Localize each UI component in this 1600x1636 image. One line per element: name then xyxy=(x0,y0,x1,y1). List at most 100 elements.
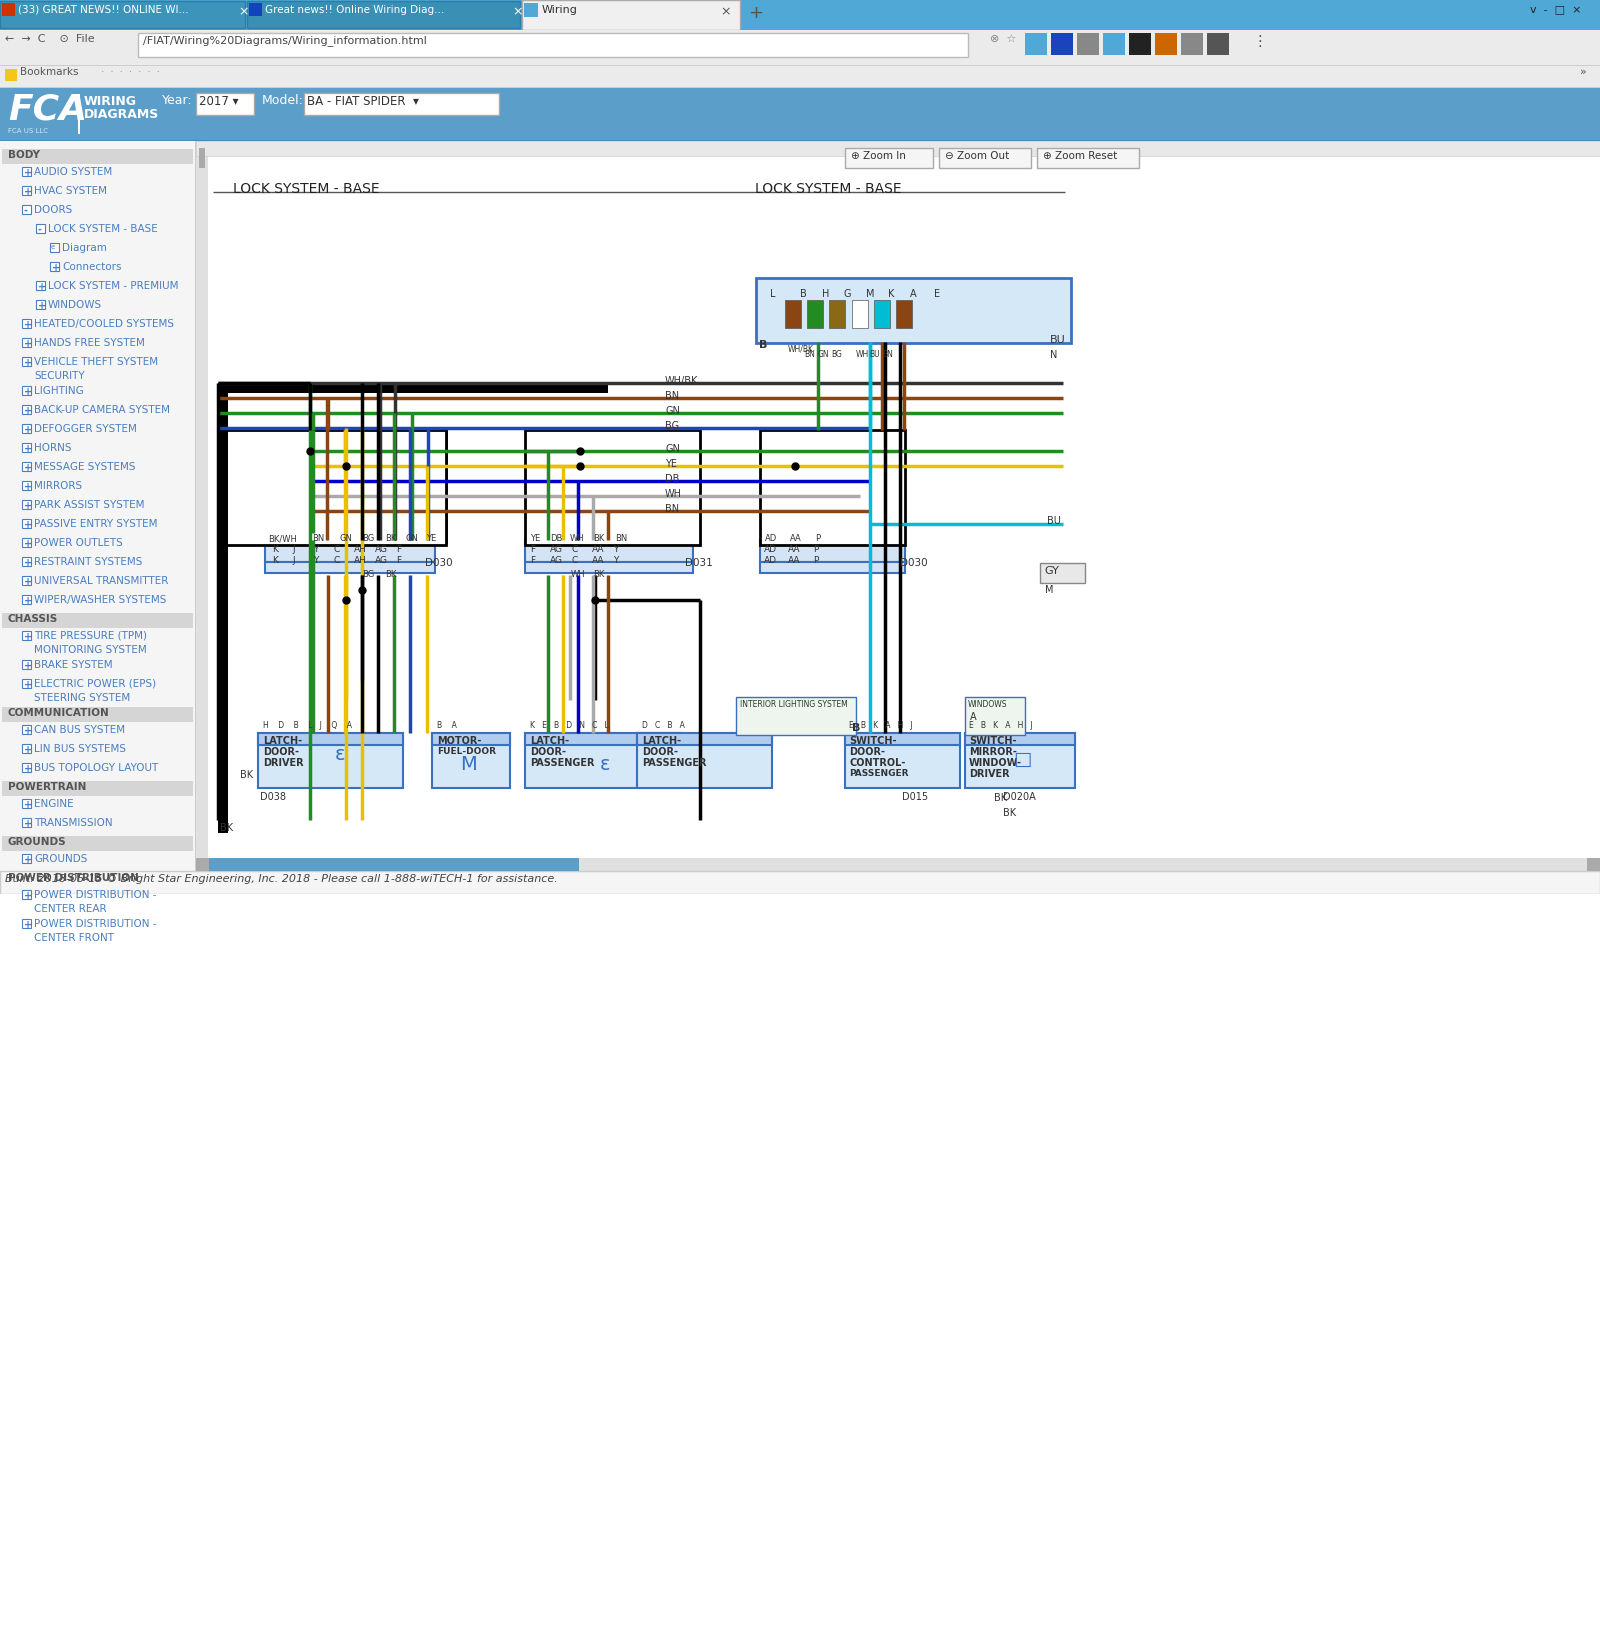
Text: D030: D030 xyxy=(426,558,453,568)
Text: Great news!! Online Wiring Diag...: Great news!! Online Wiring Diag... xyxy=(266,5,445,15)
Text: K: K xyxy=(272,545,278,555)
Text: D   C   B   A: D C B A xyxy=(642,721,685,730)
Text: G: G xyxy=(845,290,851,299)
Text: +: + xyxy=(24,578,32,587)
Text: GN: GN xyxy=(666,406,680,416)
Text: H: H xyxy=(822,290,829,299)
Text: J: J xyxy=(291,556,294,564)
Text: +: + xyxy=(24,820,32,829)
Bar xyxy=(22,167,30,177)
Bar xyxy=(965,733,1075,744)
Bar xyxy=(874,299,890,327)
Text: BU: BU xyxy=(869,350,880,358)
Text: BG: BG xyxy=(362,569,374,579)
Text: BU: BU xyxy=(1046,515,1061,527)
Bar xyxy=(50,244,59,252)
Text: LATCH-: LATCH- xyxy=(530,736,570,746)
Text: POWER DISTRIBUTION -: POWER DISTRIBUTION - xyxy=(34,890,157,900)
Bar xyxy=(304,93,499,115)
Bar xyxy=(2,836,194,851)
Text: M: M xyxy=(866,290,875,299)
Text: CAN BUS SYSTEM: CAN BUS SYSTEM xyxy=(34,725,125,735)
Bar xyxy=(0,870,1600,893)
Text: Y: Y xyxy=(613,545,618,555)
Text: ⊖ Zoom Out: ⊖ Zoom Out xyxy=(946,151,1010,160)
Text: GN: GN xyxy=(339,533,354,543)
Bar xyxy=(896,299,912,327)
Text: C: C xyxy=(571,545,578,555)
Text: B: B xyxy=(800,290,806,299)
Text: WH: WH xyxy=(666,489,682,499)
Bar xyxy=(22,538,30,546)
Text: BK: BK xyxy=(240,771,253,780)
Text: PASSENGER: PASSENGER xyxy=(642,757,707,767)
Text: LIGHTING: LIGHTING xyxy=(34,386,83,396)
Bar xyxy=(2,707,194,721)
Text: GROUNDS: GROUNDS xyxy=(8,838,67,847)
Text: D015: D015 xyxy=(902,792,928,802)
Text: BK: BK xyxy=(386,533,397,543)
Bar xyxy=(198,147,205,169)
Text: FCA: FCA xyxy=(8,92,86,126)
Bar xyxy=(22,576,30,586)
Bar xyxy=(218,383,608,393)
Bar xyxy=(22,679,30,689)
Bar xyxy=(22,744,30,753)
Text: Diagram: Diagram xyxy=(62,244,107,254)
Bar xyxy=(786,299,802,327)
Text: A: A xyxy=(910,290,917,299)
Text: -: - xyxy=(24,206,29,216)
Text: BK: BK xyxy=(994,793,1006,803)
Text: BG: BG xyxy=(830,350,842,358)
Bar xyxy=(22,890,30,900)
Bar xyxy=(218,430,446,542)
Text: /FIAT/Wiring%20Diagrams/Wiring_information.html: /FIAT/Wiring%20Diagrams/Wiring_informati… xyxy=(142,34,427,46)
Text: J: J xyxy=(291,545,294,555)
Text: +: + xyxy=(24,800,32,810)
Text: K: K xyxy=(888,290,894,299)
Bar xyxy=(22,187,30,195)
Text: WIRING: WIRING xyxy=(83,95,138,108)
Text: LOCK SYSTEM - BASE: LOCK SYSTEM - BASE xyxy=(234,182,379,196)
Text: +: + xyxy=(38,281,46,291)
Bar xyxy=(0,141,1600,870)
Text: DB: DB xyxy=(666,474,680,484)
Text: F: F xyxy=(397,545,402,555)
Text: K   E   B   D   N   C   L: K E B D N C L xyxy=(530,721,608,730)
Text: LIN BUS SYSTEMS: LIN BUS SYSTEMS xyxy=(34,744,126,754)
Bar xyxy=(210,857,579,870)
Bar xyxy=(78,93,80,134)
Bar xyxy=(760,430,906,545)
Bar xyxy=(138,33,968,57)
Text: 2017 ▾: 2017 ▾ xyxy=(198,95,238,108)
Text: HANDS FREE SYSTEM: HANDS FREE SYSTEM xyxy=(34,339,146,348)
Bar xyxy=(939,147,1030,169)
Bar xyxy=(637,733,771,744)
Bar xyxy=(22,854,30,864)
Text: MOTOR-: MOTOR- xyxy=(437,736,482,746)
Text: ×: × xyxy=(512,5,523,18)
Text: e: e xyxy=(51,244,56,250)
Text: BG: BG xyxy=(362,533,374,543)
Text: ⋮: ⋮ xyxy=(1243,34,1267,49)
Bar xyxy=(522,0,739,29)
Text: GY: GY xyxy=(1043,566,1059,576)
Bar xyxy=(525,563,693,573)
Text: (33) GREAT NEWS!! ONLINE WI...: (33) GREAT NEWS!! ONLINE WI... xyxy=(18,5,189,15)
Text: ε: ε xyxy=(600,754,611,774)
Text: Connectors: Connectors xyxy=(62,262,122,272)
Text: F: F xyxy=(530,545,534,555)
Bar xyxy=(965,697,1026,735)
Text: +: + xyxy=(24,339,32,348)
Bar xyxy=(258,733,403,789)
Text: FUEL-DOOR: FUEL-DOOR xyxy=(437,748,496,756)
Text: v  -  □  ×: v - □ × xyxy=(1530,3,1581,15)
Text: DB: DB xyxy=(550,533,562,543)
Text: +: + xyxy=(24,501,32,510)
Bar xyxy=(22,596,30,604)
Bar xyxy=(525,733,680,789)
Text: BN: BN xyxy=(312,533,325,543)
Text: AD: AD xyxy=(765,556,778,564)
Text: YE: YE xyxy=(426,533,437,543)
Text: BN: BN xyxy=(666,391,678,401)
